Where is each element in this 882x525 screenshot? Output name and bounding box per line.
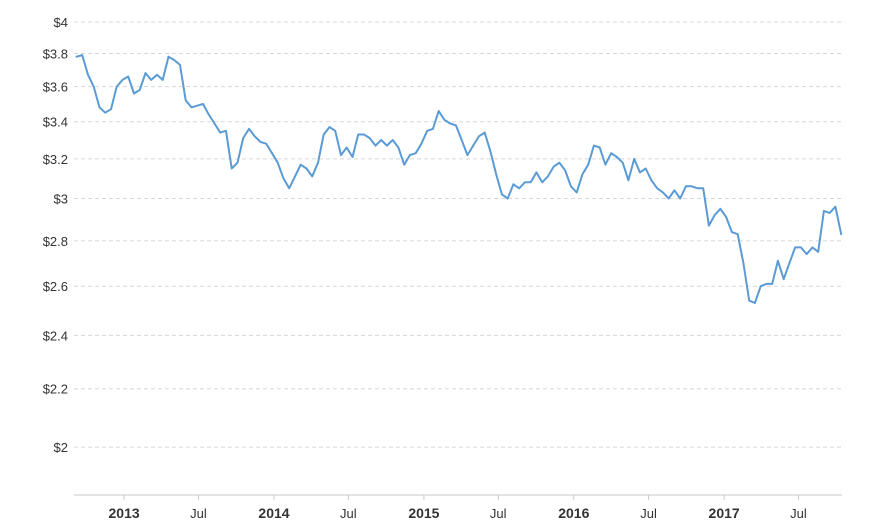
y-tick-label: $2 — [54, 440, 68, 455]
x-tick-label: Jul — [790, 506, 807, 521]
y-tick-label: $2.6 — [43, 279, 68, 294]
x-tick-label: Jul — [190, 506, 207, 521]
y-tick-label: $2.4 — [43, 328, 68, 343]
x-tick-label: Jul — [490, 506, 507, 521]
y-tick-label: $3.2 — [43, 152, 68, 167]
y-tick-label: $3.8 — [43, 46, 68, 61]
plot-area — [75, 54, 843, 304]
series-line — [75, 54, 843, 304]
y-axis: $2 $2.2 $2.4 $2.6 $2.8 $3 $3.2 $3.4 $3.6 $3.8 $4 — [43, 15, 68, 455]
y-tick-label: $2.2 — [43, 382, 68, 397]
x-tick-label: 2016 — [558, 505, 589, 521]
x-tick-label: 2013 — [109, 505, 140, 521]
y-tick-label: $3.4 — [43, 115, 68, 130]
y-tick-label: $2.8 — [43, 234, 68, 249]
y-tick-label: $4 — [54, 15, 68, 30]
x-tick-label: Jul — [340, 506, 357, 521]
gridlines — [74, 21, 842, 448]
y-tick-label: $3 — [54, 191, 68, 206]
x-tick-label: 2017 — [709, 505, 740, 521]
x-tick-label: 2014 — [258, 505, 289, 521]
x-axis: 2013 Jul 2014 Jul 2015 Jul 2016 Jul 2017 Jul — [74, 494, 842, 521]
x-tick-label: Jul — [640, 506, 657, 521]
y-tick-label: $3.6 — [43, 80, 68, 95]
x-tick-label: 2015 — [408, 505, 439, 521]
